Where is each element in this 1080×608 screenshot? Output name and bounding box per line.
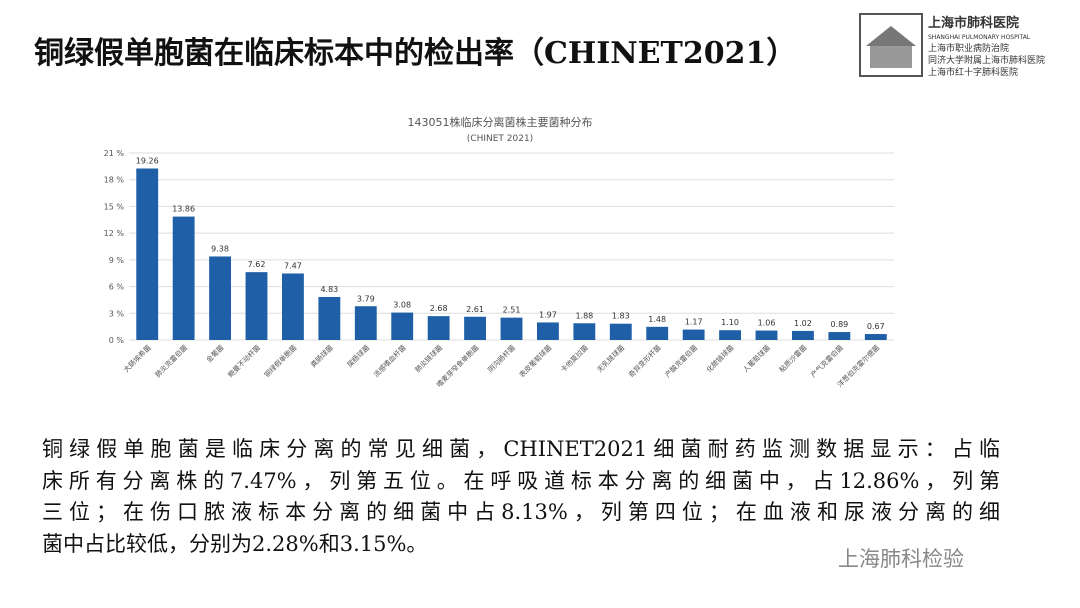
- logo: 上海市肺科医院 SHANGHAI PULMONARY HOSPITAL 上海市职…: [859, 13, 1045, 78]
- data-label: 0.67: [867, 322, 885, 331]
- x-tick-label: 金葡菌: [204, 343, 225, 364]
- y-tick-label: 6 %: [109, 283, 125, 292]
- data-label: 1.02: [794, 319, 812, 328]
- y-tick-label: 21 %: [104, 149, 125, 158]
- bar: [792, 330, 814, 340]
- chart: 143051株临床分离菌株主要菌种分布 (CHINET 2021) 0 % 3 %…: [104, 115, 894, 389]
- data-label: 1.06: [758, 319, 776, 328]
- bar: [537, 322, 559, 340]
- x-tick-label: 屎肠球菌: [345, 343, 371, 369]
- x-tick-label: 流感嗜血杆菌: [372, 343, 408, 379]
- data-label: 1.88: [575, 311, 593, 320]
- x-tick-label: 粪肠球菌: [309, 343, 335, 369]
- bar: [427, 316, 450, 340]
- x-tick-label: 人葡萄球菌: [741, 343, 772, 374]
- bar: [282, 273, 304, 340]
- data-label: 3.08: [393, 301, 411, 310]
- paragraph: 铜绿假单胞菌是临床分离的常见细菌，CHINET2021细菌耐药监测数据显示：占临…: [42, 434, 1000, 560]
- data-label: 19.26: [136, 156, 159, 165]
- bar: [172, 216, 195, 340]
- logo-building: [870, 46, 912, 68]
- bar: [864, 334, 887, 340]
- bar: [391, 312, 414, 340]
- x-tick-label: 粘质沙雷菌: [777, 343, 808, 374]
- data-label: 2.68: [430, 304, 448, 313]
- data-label: 3.79: [357, 294, 375, 303]
- y-tick-label: 15 %: [104, 202, 125, 211]
- y-tick-label: 3 %: [109, 309, 125, 318]
- logo-frame: [859, 13, 923, 77]
- bar: [464, 316, 486, 340]
- data-label: 1.48: [648, 315, 666, 324]
- watermark: 上海肺科检验: [838, 547, 964, 571]
- paragraph-line: 菌中占比较低，分别为2.28%和3.15%。: [42, 531, 428, 556]
- logo-line: 上海市职业病防治院: [928, 42, 1009, 54]
- data-label: 7.47: [284, 261, 302, 270]
- bar: [318, 296, 341, 340]
- bar: [136, 168, 159, 340]
- x-tick-label: 无乳链球菌: [595, 343, 626, 374]
- x-tick-label: 产气克雷伯菌: [809, 343, 845, 379]
- x-tick-label: 肺炎链球菌: [413, 343, 444, 374]
- x-tick-label: 鲍曼不动杆菌: [226, 343, 262, 379]
- paragraph-line: 铜绿假单胞菌是临床分离的常见细菌，CHINET2021细菌耐药监测数据显示：占临: [42, 437, 1000, 461]
- bar: [646, 326, 669, 340]
- bar: [500, 317, 523, 340]
- bar: [245, 272, 268, 340]
- bar: [209, 256, 231, 340]
- data-label: 7.62: [248, 260, 266, 269]
- logo-line: 上海市红十字肺科医院: [928, 66, 1018, 78]
- bar: [755, 330, 778, 340]
- x-tick-label: 奇异变形杆菌: [627, 343, 663, 379]
- x-tick-label: 大肠埃希菌: [122, 343, 153, 374]
- logo-name: 上海市肺科医院: [928, 15, 1019, 31]
- x-tick-label: 卡他莫拉菌: [559, 343, 590, 374]
- data-label: 1.83: [612, 312, 630, 321]
- data-label: 0.89: [830, 320, 848, 329]
- bar: [719, 330, 741, 340]
- y-tick-label: 9 %: [109, 256, 125, 265]
- chart-title: 143051株临床分离菌株主要菌种分布: [408, 115, 593, 129]
- logo-roof: [866, 26, 916, 46]
- bar: [682, 329, 705, 340]
- bar: [828, 332, 851, 340]
- data-label: 1.97: [539, 310, 557, 319]
- data-label: 13.86: [172, 205, 195, 214]
- data-label: 1.17: [685, 318, 703, 327]
- x-tick-label: 铜绿假单胞菌: [262, 343, 298, 379]
- y-tick-label: 18 %: [104, 176, 125, 185]
- data-label: 2.51: [503, 306, 521, 315]
- y-tick-label: 0 %: [109, 336, 125, 345]
- data-label: 4.83: [320, 285, 338, 294]
- x-tick-label: 产酸克雷伯菌: [663, 343, 699, 379]
- chart-subtitle: (CHINET 2021): [467, 134, 533, 144]
- slide-title: 铜绿假单胞菌在临床标本中的检出率（CHINET2021）: [34, 36, 797, 71]
- logo-line: 同济大学附属上海市肺科医院: [928, 54, 1045, 66]
- paragraph-line: 床所有分离株的7.47%，列第五位。在呼吸道标本分离的细菌中，占12.86%，列…: [42, 468, 1000, 493]
- data-label: 9.38: [211, 244, 229, 253]
- logo-english: SHANGHAI PULMONARY HOSPITAL: [928, 34, 1031, 41]
- bar: [354, 306, 377, 340]
- data-label: 2.61: [466, 305, 484, 314]
- bar: [573, 323, 596, 340]
- paragraph-line: 三位；在伤口脓液标本分离的细菌中占8.13%，列第四位；在血液和尿液分离的细: [42, 500, 1000, 524]
- x-tick-label: 化脓链球菌: [704, 343, 735, 374]
- bar: [609, 323, 632, 340]
- y-tick-label: 12 %: [104, 229, 125, 238]
- x-tick-label: 肺炎克雷伯菌: [153, 343, 189, 379]
- x-tick-label: 阴沟肠杆菌: [486, 343, 517, 374]
- x-tick-label: 表皮葡萄球菌: [517, 343, 553, 379]
- data-label: 1.10: [721, 318, 739, 327]
